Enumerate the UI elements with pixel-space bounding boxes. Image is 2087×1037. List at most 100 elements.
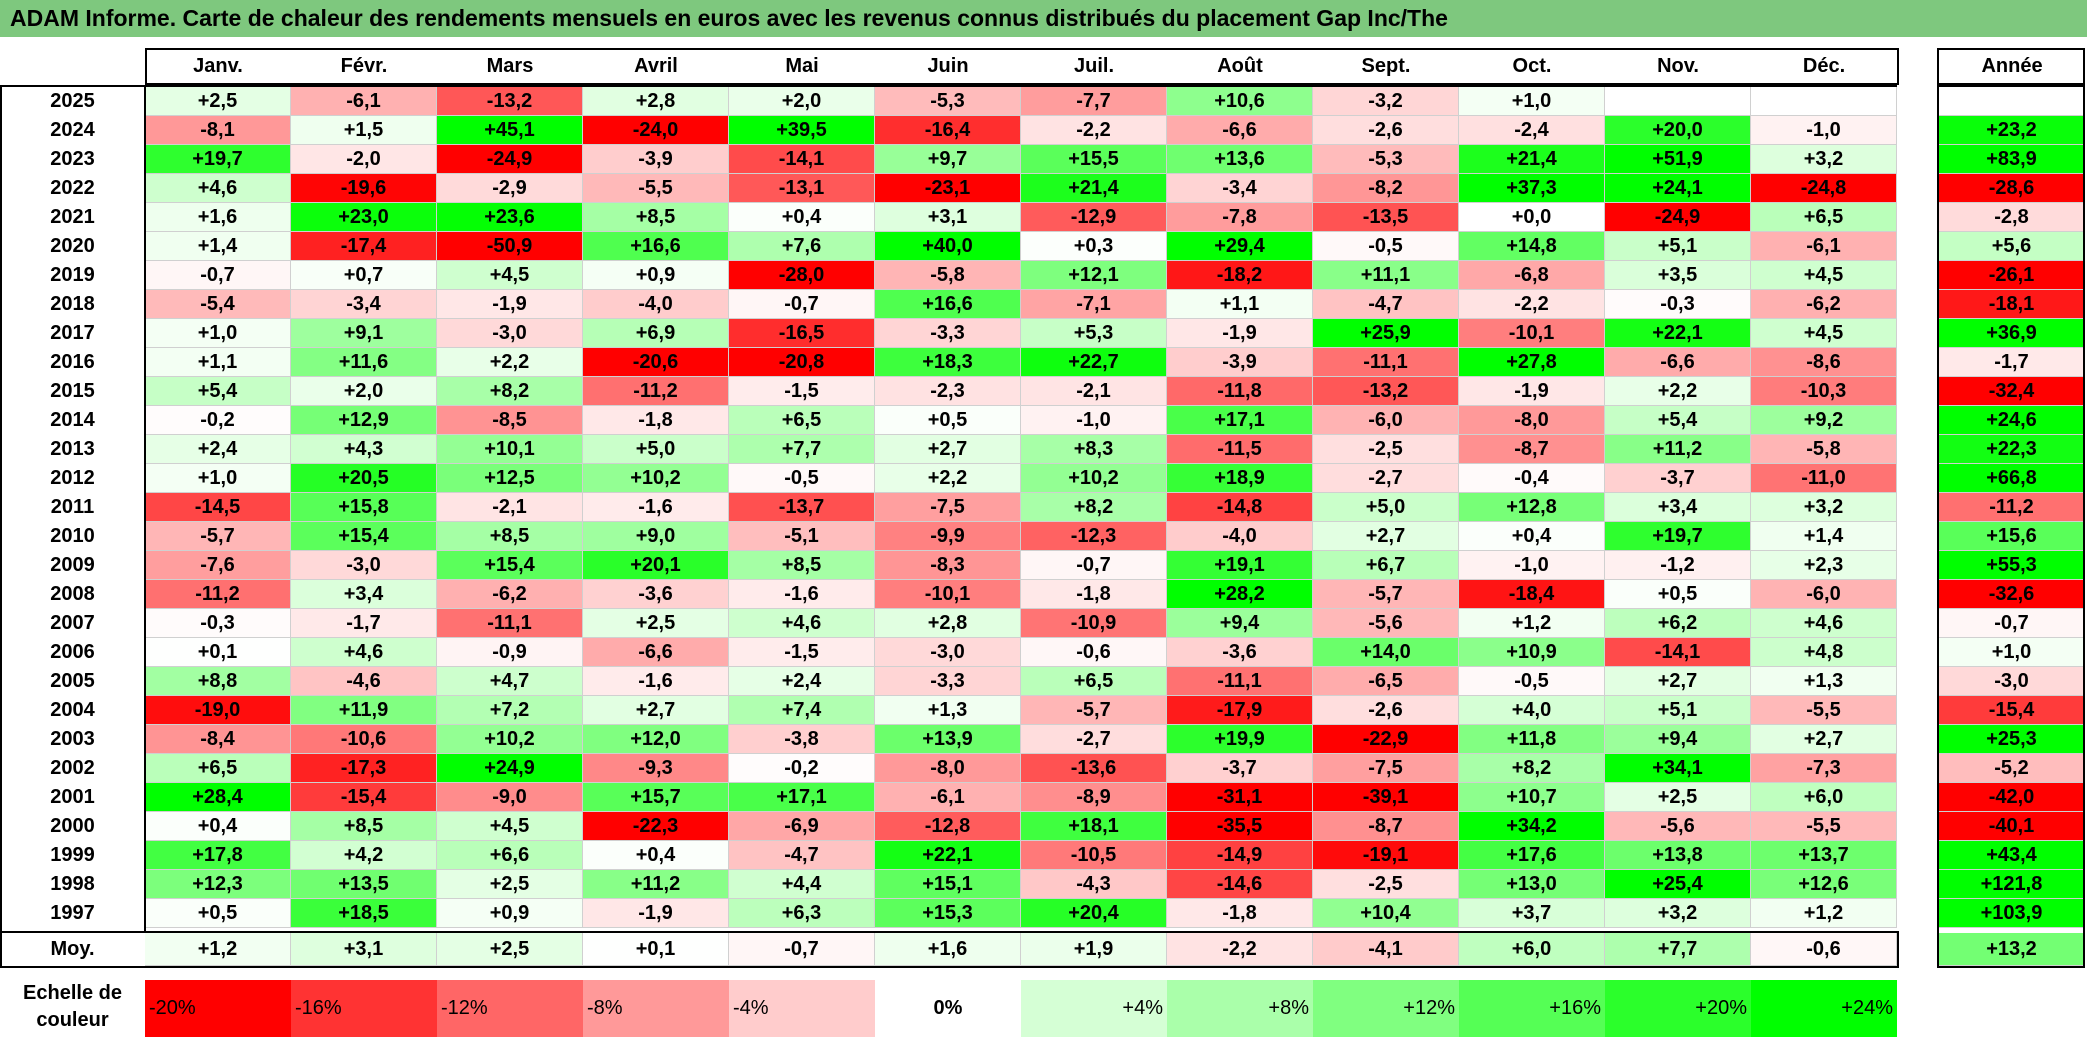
heatmap-cell: +4,6 (729, 609, 875, 638)
heatmap-cell: -11,1 (1313, 348, 1459, 377)
heatmap-cell: +27,8 (1459, 348, 1605, 377)
heatmap-cell: +12,3 (145, 870, 291, 899)
annual-cell: +15,6 (1939, 522, 2085, 551)
heatmap-cell: -13,1 (729, 174, 875, 203)
heatmap-cell: +17,8 (145, 841, 291, 870)
heatmap-cell: -1,8 (583, 406, 729, 435)
heatmap-cell: +4,5 (1751, 261, 1897, 290)
heatmap-cell: +15,4 (291, 522, 437, 551)
heatmap-cell: -6,1 (291, 87, 437, 116)
heatmap-cell: -8,9 (1021, 783, 1167, 812)
heatmap-cell: +11,6 (291, 348, 437, 377)
heatmap-cell: -0,6 (1021, 638, 1167, 667)
year-label: 2011 (50, 496, 95, 518)
heatmap-cell: +4,3 (291, 435, 437, 464)
heatmap-cell: +6,5 (729, 406, 875, 435)
heatmap-cell: +19,7 (1605, 522, 1751, 551)
annual-average-cell: +13,2 (1939, 933, 2085, 966)
heatmap-cell: -14,5 (145, 493, 291, 522)
year-label: 2006 (50, 641, 95, 663)
heatmap-cell: -13,7 (729, 493, 875, 522)
heatmap-cell: +25,4 (1605, 870, 1751, 899)
heatmap-cell: -14,1 (729, 145, 875, 174)
annual-cell: +103,9 (1939, 899, 2085, 928)
heatmap-cell: +2,5 (145, 87, 291, 116)
heatmap-cell: +5,0 (1313, 493, 1459, 522)
heatmap-cell: +3,7 (1459, 899, 1605, 928)
heatmap-cell: +1,0 (145, 319, 291, 348)
heatmap-cell: +8,5 (583, 203, 729, 232)
heatmap-cell: +10,2 (1021, 464, 1167, 493)
heatmap-cell: -1,0 (1751, 116, 1897, 145)
heatmap-cell: +13,0 (1459, 870, 1605, 899)
annual-cell: +83,9 (1939, 145, 2085, 174)
heatmap-cell: +6,9 (583, 319, 729, 348)
heatmap-cell: +10,9 (1459, 638, 1605, 667)
color-scale-cell: +20% (1605, 980, 1751, 1037)
heatmap-cell: +24,1 (1605, 174, 1751, 203)
heatmap-cell: -3,9 (1167, 348, 1313, 377)
heatmap-cell: +8,8 (145, 667, 291, 696)
year-label: 1998 (50, 873, 95, 895)
heatmap-cell: -2,0 (291, 145, 437, 174)
heatmap-cell (1605, 87, 1751, 116)
heatmap-cell: +0,0 (1459, 203, 1605, 232)
annual-cell: +22,3 (1939, 435, 2085, 464)
heatmap-cell: -5,6 (1605, 812, 1751, 841)
heatmap-cell: +9,7 (875, 145, 1021, 174)
heatmap-cell: -0,5 (1459, 667, 1605, 696)
heatmap-cell: -12,3 (1021, 522, 1167, 551)
heatmap-cell: -3,9 (583, 145, 729, 174)
heatmap-cell: +13,9 (875, 725, 1021, 754)
heatmap-cell: +0,9 (437, 899, 583, 928)
heatmap-cell: +6,3 (729, 899, 875, 928)
color-scale-cell: -4% (729, 980, 875, 1037)
heatmap-cell: -11,2 (583, 377, 729, 406)
annual-cell: -1,7 (1939, 348, 2085, 377)
heatmap-cell: -11,1 (1167, 667, 1313, 696)
heatmap-cell: +11,2 (583, 870, 729, 899)
heatmap-cell: -0,2 (729, 754, 875, 783)
year-label: 2024 (50, 119, 95, 141)
heatmap-cell: -2,2 (1459, 290, 1605, 319)
heatmap-cell: +11,8 (1459, 725, 1605, 754)
heatmap-cell: +24,9 (437, 754, 583, 783)
heatmap-cell: +18,9 (1167, 464, 1313, 493)
heatmap-cell: +14,0 (1313, 638, 1459, 667)
heatmap-cell: -11,0 (1751, 464, 1897, 493)
color-scale-cell: -16% (291, 980, 437, 1037)
heatmap-cell: +20,1 (583, 551, 729, 580)
heatmap-cell: +8,5 (729, 551, 875, 580)
heatmap-cell: -1,0 (1459, 551, 1605, 580)
month-header: Oct. (1512, 55, 1552, 77)
heatmap-cell: -1,6 (583, 493, 729, 522)
month-header: Févr. (340, 55, 388, 77)
heatmap-cell: +0,1 (145, 638, 291, 667)
heatmap-cell: +4,2 (291, 841, 437, 870)
heatmap-cell: +10,1 (437, 435, 583, 464)
heatmap-cell: -13,2 (437, 87, 583, 116)
heatmap-cell: +40,0 (875, 232, 1021, 261)
heatmap-cell: +22,1 (1605, 319, 1751, 348)
year-label: 2009 (50, 554, 95, 576)
heatmap-cell: -2,7 (1021, 725, 1167, 754)
heatmap-cell: +34,1 (1605, 754, 1751, 783)
year-label: 2019 (50, 264, 95, 286)
heatmap-cell: +12,6 (1751, 870, 1897, 899)
heatmap-cell: -6,2 (437, 580, 583, 609)
heatmap-cell: -7,6 (145, 551, 291, 580)
heatmap-cell: +0,5 (875, 406, 1021, 435)
heatmap-cell: -2,5 (1313, 435, 1459, 464)
annual-cell: +25,3 (1939, 725, 2085, 754)
heatmap-cell: +15,1 (875, 870, 1021, 899)
heatmap-cell: -7,5 (875, 493, 1021, 522)
heatmap-cell: +7,2 (437, 696, 583, 725)
heatmap-cell: +23,0 (291, 203, 437, 232)
heatmap-cell: -11,2 (145, 580, 291, 609)
heatmap-cell: +3,2 (1751, 493, 1897, 522)
average-cell: -4,1 (1313, 933, 1459, 966)
heatmap-cell: +20,5 (291, 464, 437, 493)
heatmap-cell: -1,5 (729, 638, 875, 667)
heatmap-cell: +2,8 (583, 87, 729, 116)
heatmap-cell: -17,4 (291, 232, 437, 261)
